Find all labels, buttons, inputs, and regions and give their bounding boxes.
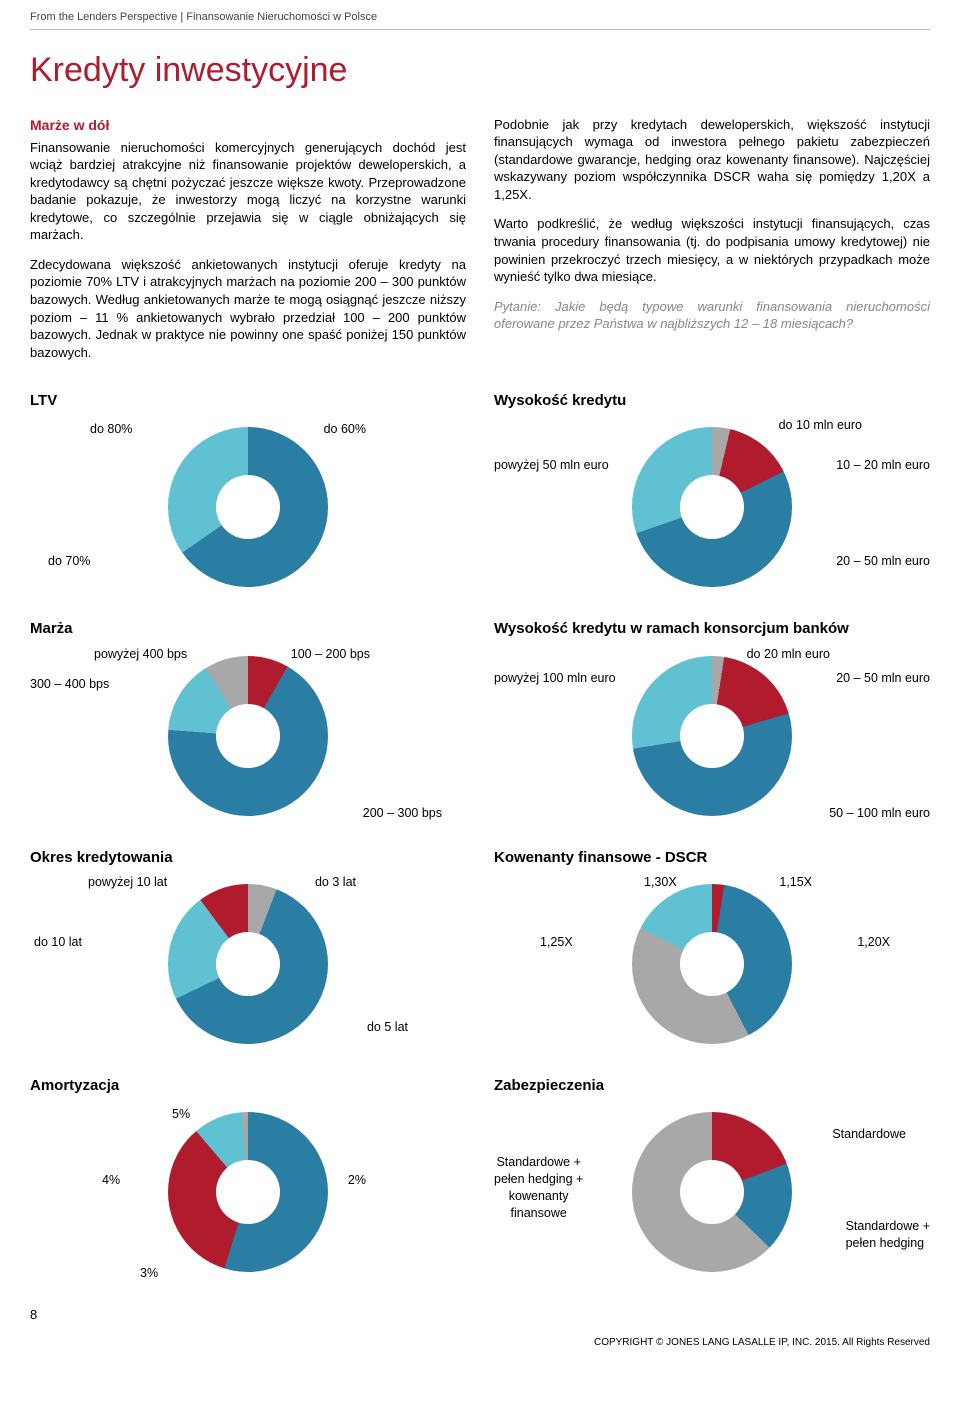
left-para-2: Zdecydowana większość ankietowanych inst… <box>30 256 466 361</box>
chart-okres: Okres kredytowania do 3 lat do 5 lat do … <box>30 848 466 1054</box>
chart-amort-donut <box>168 1112 328 1272</box>
chart-marza-donut <box>168 656 328 816</box>
lbl-ltv-80: do 80% <box>90 421 132 438</box>
right-column: Podobnie jak przy kredytach deweloperski… <box>494 116 930 373</box>
chart-ltv: LTV do 80% do 60% do 70% <box>30 391 466 597</box>
lbl-marza-100: 100 – 200 bps <box>291 646 370 663</box>
lbl-marza-400: powyżej 400 bps <box>94 646 187 663</box>
chart-amort: Amortyzacja 2% 3% 4% 5% <box>30 1076 466 1282</box>
page-title: Kredyty inwestycyjne <box>30 48 930 94</box>
chart-ltv-donut <box>168 427 328 587</box>
right-para-1: Podobnie jak przy kredytach deweloperski… <box>494 116 930 204</box>
lbl-zab-std: Standardowe <box>832 1126 906 1143</box>
chart-ltv-title: LTV <box>30 391 466 411</box>
header-left: From the Lenders Perspective <box>30 11 177 23</box>
chart-amort-wrap: 2% 3% 4% 5% <box>30 1102 466 1282</box>
chart-kons-wrap: do 20 mln euro 20 – 50 mln euro 50 – 100… <box>494 646 930 826</box>
header-right: Finansowanie Nieruchomości w Polsce <box>186 11 377 23</box>
question-para: Pytanie: Jakie będą typowe warunki finan… <box>494 298 930 333</box>
chart-dscr: Kowenanty finansowe - DSCR 1,15X 1,20X 1… <box>494 848 930 1054</box>
chart-wys-title: Wysokość kredytu <box>494 391 930 411</box>
footer-row: 8 COPYRIGHT © JONES LANG LASALLE IP, INC… <box>30 1306 930 1324</box>
lbl-kons-2050: 20 – 50 mln euro <box>836 670 930 687</box>
right-para-2: Warto podkreślić, że według większości i… <box>494 215 930 285</box>
intro-columns: Marże w dół Finansowanie nieruchomości k… <box>30 116 930 373</box>
lbl-okres-p10: powyżej 10 lat <box>88 874 167 891</box>
left-para-1: Finansowanie nieruchomości komercyjnych … <box>30 139 466 244</box>
lbl-dscr-115: 1,15X <box>779 874 812 891</box>
lbl-dscr-130: 1,30X <box>644 874 677 891</box>
lbl-amort-2: 2% <box>348 1172 366 1189</box>
chart-marza: Marża 100 – 200 bps 200 – 300 bps 300 – … <box>30 619 466 825</box>
lbl-marza-200: 200 – 300 bps <box>363 805 442 822</box>
chart-kons-title: Wysokość kredytu w ramach konsorcjum ban… <box>494 619 930 639</box>
lbl-wys-20-50: 20 – 50 mln euro <box>836 553 930 570</box>
lbl-okres-3: do 3 lat <box>315 874 356 891</box>
lbl-kons-20: do 20 mln euro <box>747 646 830 663</box>
lbl-zab-stdh: Standardowe + pełen hedging <box>846 1218 930 1252</box>
lbl-zab-stdhk: Standardowe + pełen hedging + kowenanty … <box>494 1154 583 1222</box>
lbl-kons-50100: 50 – 100 mln euro <box>829 805 930 822</box>
lbl-dscr-120: 1,20X <box>857 934 890 951</box>
lbl-okres-10: do 10 lat <box>34 934 82 951</box>
chart-okres-title: Okres kredytowania <box>30 848 466 868</box>
chart-zab-title: Zabezpieczenia <box>494 1076 930 1096</box>
chart-dscr-donut <box>632 884 792 1044</box>
chart-ltv-donut-wrap: do 80% do 60% do 70% <box>30 417 466 597</box>
page-header: From the Lenders Perspective | Finansowa… <box>30 10 930 30</box>
chart-zab-wrap: Standardowe Standardowe + pełen hedging … <box>494 1102 930 1282</box>
chart-zab-donut <box>632 1112 792 1272</box>
chart-wys-wrap: do 10 mln euro 10 – 20 mln euro 20 – 50 … <box>494 417 930 597</box>
chart-amort-title: Amortyzacja <box>30 1076 466 1096</box>
lbl-wys-10-20: 10 – 20 mln euro <box>836 457 930 474</box>
chart-konsorcjum: Wysokość kredytu w ramach konsorcjum ban… <box>494 619 930 825</box>
lbl-dscr-125: 1,25X <box>540 934 573 951</box>
lbl-amort-3: 3% <box>140 1265 158 1282</box>
chart-dscr-title: Kowenanty finansowe - DSCR <box>494 848 930 868</box>
chart-wysokosc: Wysokość kredytu do 10 mln euro 10 – 20 … <box>494 391 930 597</box>
lbl-kons-100: powyżej 100 mln euro <box>494 670 616 687</box>
left-column: Marże w dół Finansowanie nieruchomości k… <box>30 116 466 373</box>
lbl-okres-5: do 5 lat <box>367 1019 408 1036</box>
lbl-wys-50: powyżej 50 mln euro <box>494 457 609 474</box>
copyright: COPYRIGHT © JONES LANG LASALLE IP, INC. … <box>594 1336 930 1350</box>
subheading: Marże w dół <box>30 116 466 135</box>
lbl-ltv-60: do 60% <box>324 421 366 438</box>
chart-kons-donut <box>632 656 792 816</box>
lbl-wys-10: do 10 mln euro <box>779 417 862 434</box>
lbl-amort-4: 4% <box>102 1172 120 1189</box>
chart-dscr-wrap: 1,15X 1,20X 1,25X 1,30X <box>494 874 930 1054</box>
charts-grid: LTV do 80% do 60% do 70% Wysokość kredyt… <box>30 391 930 1282</box>
chart-marza-title: Marża <box>30 619 466 639</box>
lbl-marza-300: 300 – 400 bps <box>30 676 109 693</box>
chart-okres-donut <box>168 884 328 1044</box>
lbl-ltv-70: do 70% <box>48 553 90 570</box>
chart-zabezp: Zabezpieczenia Standardowe Standardowe +… <box>494 1076 930 1282</box>
lbl-amort-5: 5% <box>172 1106 190 1123</box>
chart-wys-donut <box>632 427 792 587</box>
chart-marza-wrap: 100 – 200 bps 200 – 300 bps 300 – 400 bp… <box>30 646 466 826</box>
page-number: 8 <box>30 1307 37 1322</box>
chart-okres-wrap: do 3 lat do 5 lat do 10 lat powyżej 10 l… <box>30 874 466 1054</box>
